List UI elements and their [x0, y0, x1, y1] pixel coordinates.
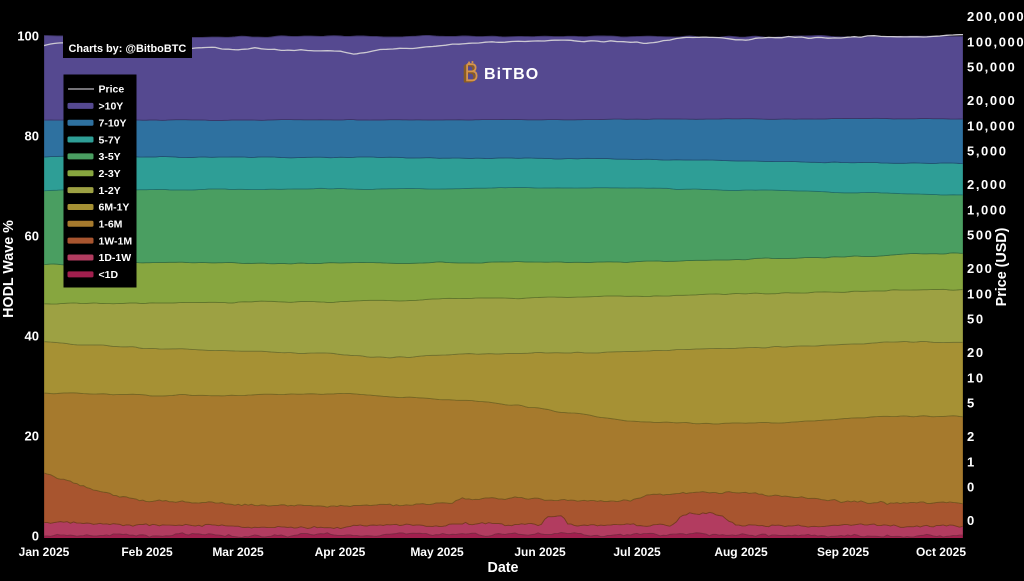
- svg-text:50: 50: [967, 312, 985, 327]
- svg-text:20: 20: [25, 428, 39, 443]
- svg-text:1D-1W: 1D-1W: [99, 252, 132, 264]
- svg-text:10,000: 10,000: [967, 118, 1016, 133]
- svg-text:100: 100: [17, 28, 39, 43]
- svg-text:May 2025: May 2025: [410, 545, 464, 559]
- svg-text:1W-1M: 1W-1M: [99, 235, 133, 247]
- svg-text:Jul 2025: Jul 2025: [613, 545, 661, 559]
- svg-text:1: 1: [967, 454, 976, 469]
- svg-text:5-7Y: 5-7Y: [99, 134, 121, 146]
- svg-text:200,000: 200,000: [967, 9, 1024, 24]
- svg-text:Price (USD): Price (USD): [994, 227, 1010, 306]
- svg-text:60: 60: [25, 228, 39, 243]
- svg-text:1,000: 1,000: [967, 202, 1008, 217]
- svg-text:0: 0: [967, 513, 976, 528]
- svg-text:50,000: 50,000: [967, 60, 1016, 75]
- svg-text:Jan 2025: Jan 2025: [19, 545, 70, 559]
- svg-text:80: 80: [25, 128, 39, 143]
- svg-text:20,000: 20,000: [967, 93, 1016, 108]
- svg-text:0: 0: [967, 480, 976, 495]
- svg-text:200: 200: [967, 261, 994, 276]
- svg-text:2-3Y: 2-3Y: [99, 168, 121, 180]
- svg-text:1-6M: 1-6M: [99, 219, 123, 231]
- svg-text:HODL Wave %: HODL Wave %: [1, 220, 17, 318]
- svg-text:10: 10: [967, 370, 985, 385]
- svg-text:Mar 2025: Mar 2025: [212, 545, 264, 559]
- svg-text:7-10Y: 7-10Y: [99, 117, 127, 129]
- svg-text:100: 100: [967, 286, 994, 301]
- svg-text:0: 0: [32, 528, 39, 543]
- svg-text:40: 40: [25, 328, 39, 343]
- svg-text:1-2Y: 1-2Y: [99, 185, 121, 197]
- svg-text:Charts by: @BitboBTC: Charts by: @BitboBTC: [69, 43, 187, 55]
- svg-text:500: 500: [967, 228, 994, 243]
- svg-text:100,000: 100,000: [967, 34, 1024, 49]
- svg-text:>10Y: >10Y: [99, 101, 124, 113]
- svg-text:Feb 2025: Feb 2025: [121, 545, 173, 559]
- svg-text:Sep 2025: Sep 2025: [817, 545, 869, 559]
- svg-text:2,000: 2,000: [967, 177, 1008, 192]
- svg-text:Jun 2025: Jun 2025: [514, 545, 566, 559]
- svg-text:<1D: <1D: [99, 269, 119, 281]
- svg-text:Price: Price: [99, 84, 125, 96]
- svg-text:5: 5: [967, 396, 976, 411]
- svg-text:3-5Y: 3-5Y: [99, 151, 121, 163]
- svg-text:20: 20: [967, 345, 985, 360]
- svg-text:5,000: 5,000: [967, 144, 1008, 159]
- svg-text:BiTBO: BiTBO: [484, 66, 539, 83]
- svg-text:2: 2: [967, 429, 976, 444]
- svg-text:6M-1Y: 6M-1Y: [99, 202, 130, 214]
- svg-text:Date: Date: [488, 560, 519, 576]
- svg-text:Apr 2025: Apr 2025: [315, 545, 366, 559]
- svg-text:Oct 2025: Oct 2025: [916, 545, 966, 559]
- svg-text:Aug 2025: Aug 2025: [714, 545, 768, 559]
